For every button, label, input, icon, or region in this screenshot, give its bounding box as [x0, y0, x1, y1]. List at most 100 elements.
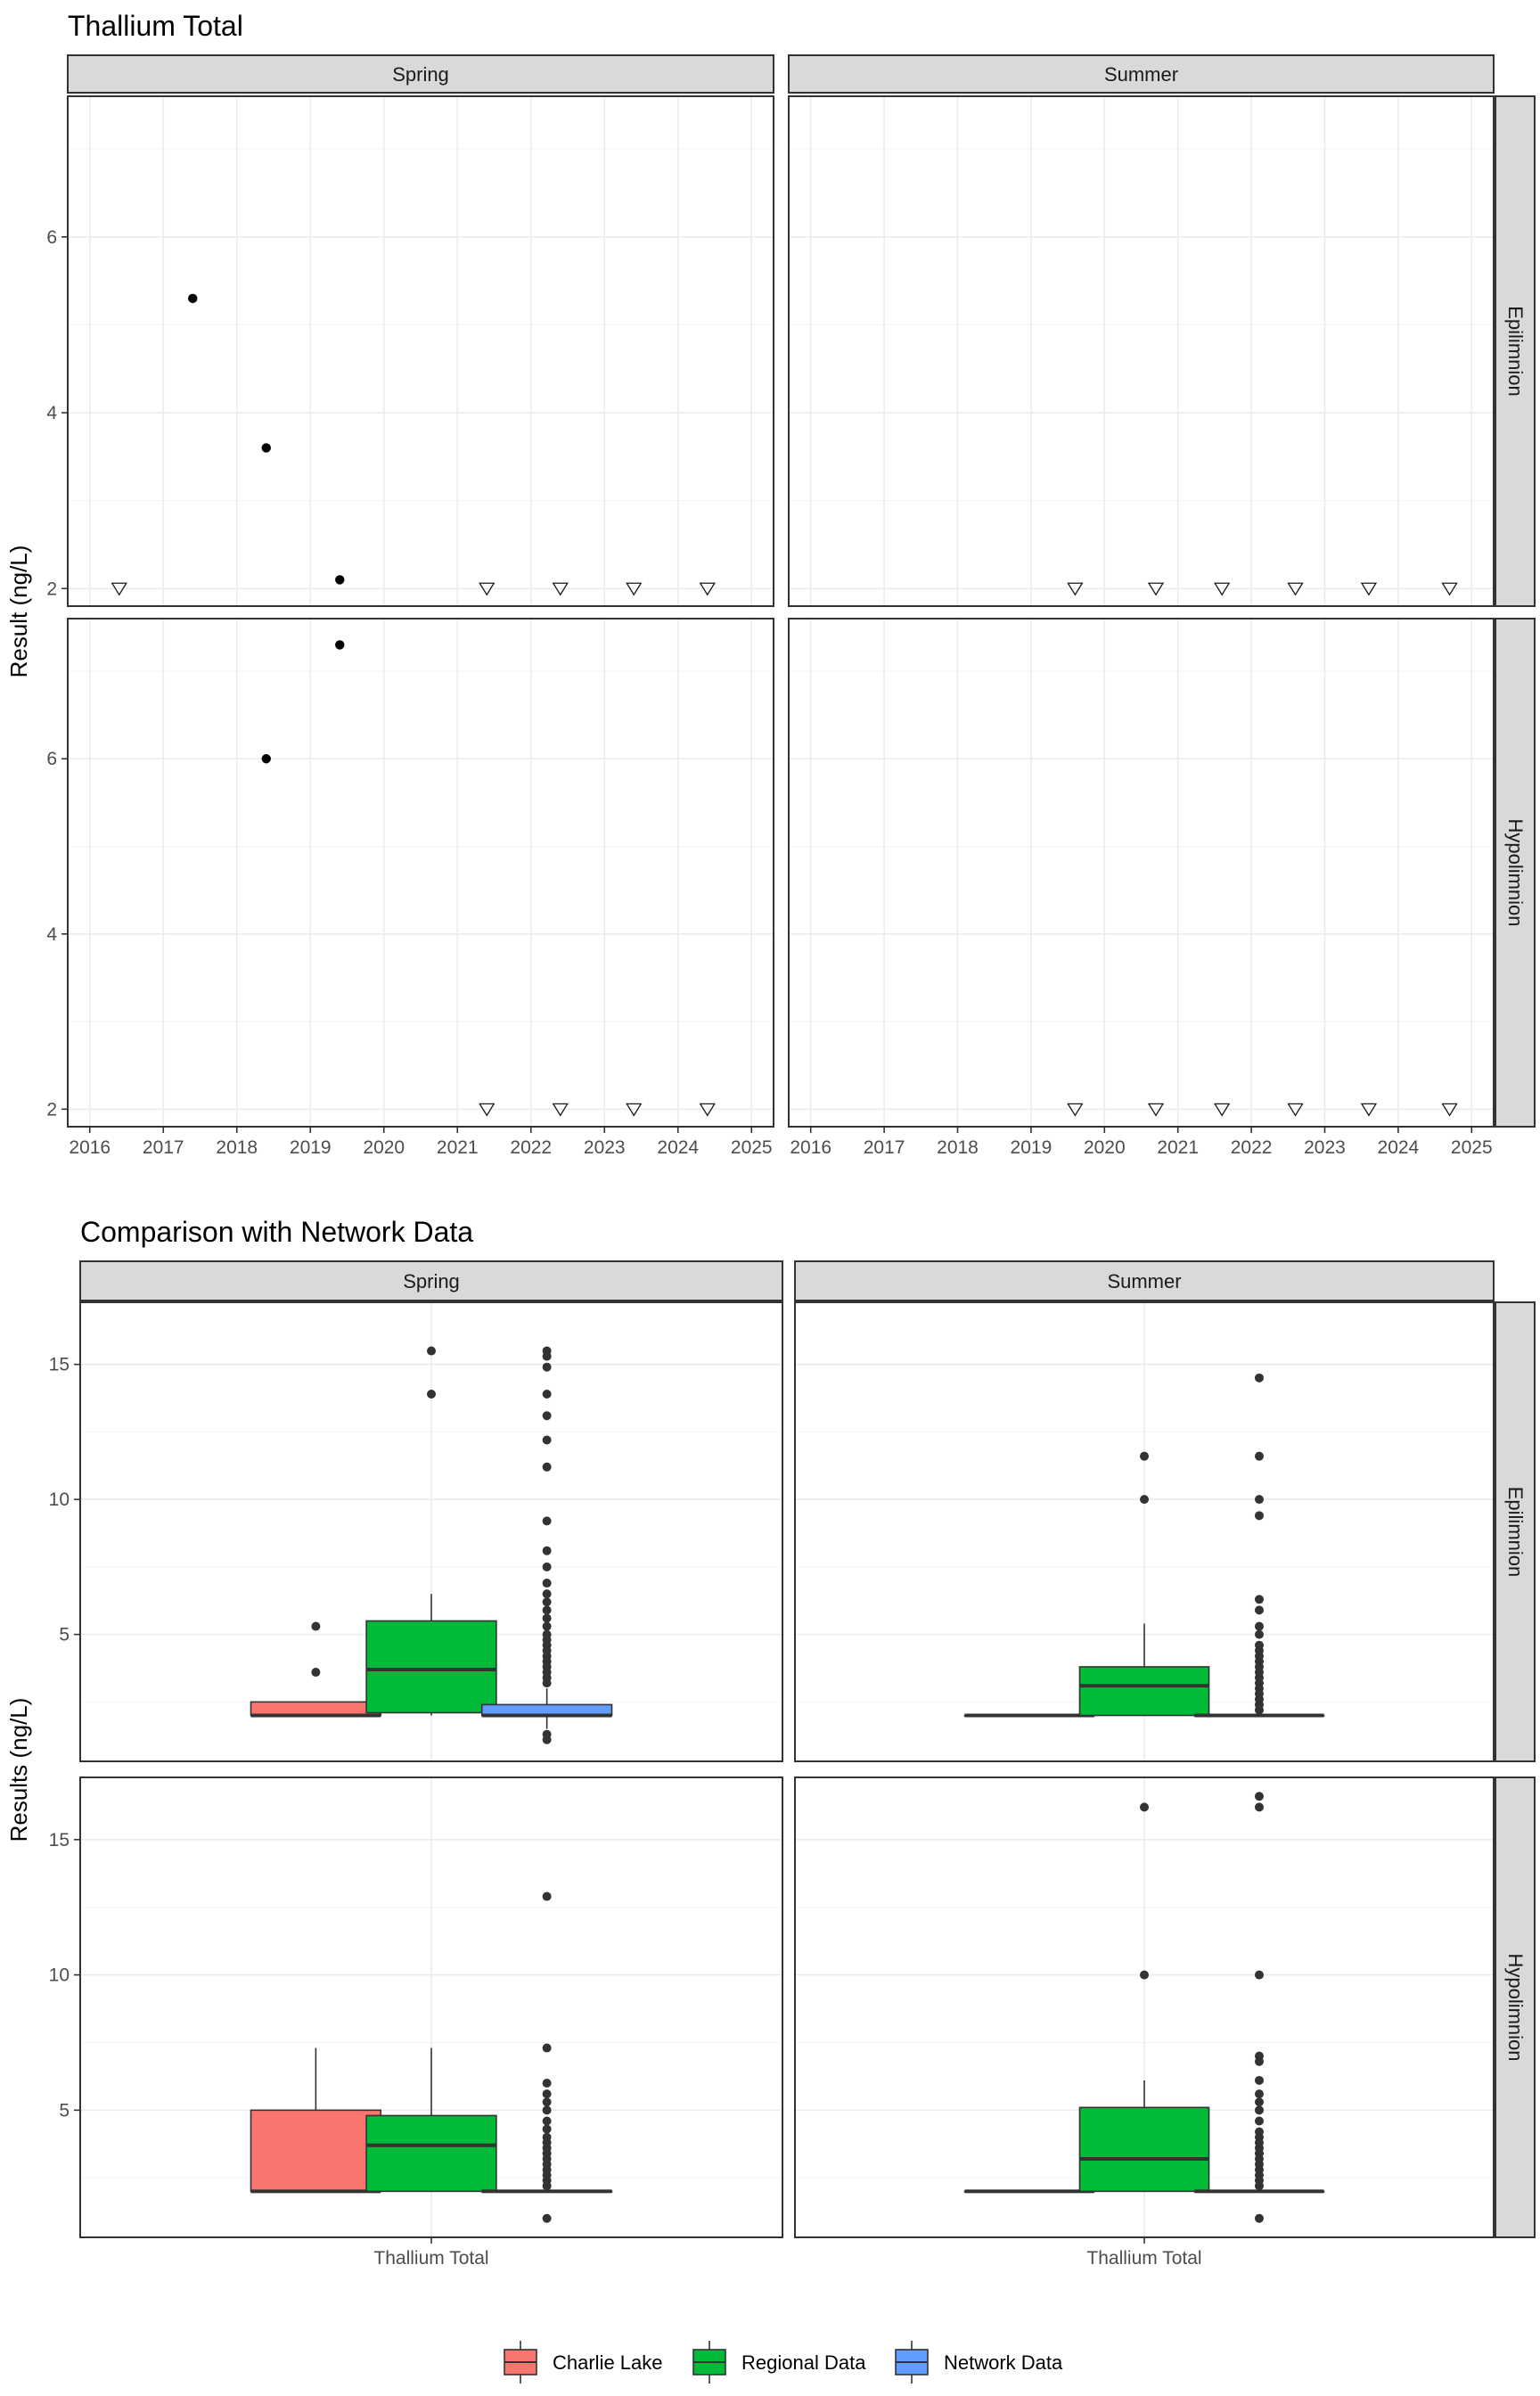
chart2-panel-spring-hypolimnion-box-network-data-outlier	[542, 2124, 552, 2134]
chart2-y-tick-label: 15	[49, 1830, 70, 1850]
chart1-panel-spring-hypolimnion-border	[67, 618, 774, 1128]
chart2-panel-summer-hypolimnion-box-network-data-outlier	[1254, 2127, 1264, 2137]
chart2-y-tick-label: 10	[49, 1489, 70, 1510]
chart1-x-tick-label: 2022	[510, 1137, 552, 1158]
chart2-strip-summer	[794, 1260, 1495, 1301]
chart2-panel-summer-hypolimnion-box-network-data-outlier	[1254, 2051, 1264, 2061]
chart2-panel-summer-hypolimnion-box-regional-data-body	[1078, 2106, 1210, 2193]
chart2-strip-label-spring: Spring	[403, 1270, 460, 1292]
chart1-row-strip-epilimnion	[1495, 95, 1536, 607]
chart1-strip-spring	[67, 54, 774, 94]
chart1-y-tick-label: 2	[46, 1099, 57, 1120]
chart2-panel-summer-epilimnion-box-network-data-outlier	[1254, 1511, 1264, 1521]
chart2-panel-summer-hypolimnion-box-network-data-outlier	[1254, 2213, 1264, 2223]
chart1-panel-spring-epilimnion-below-detection-limit-point	[479, 582, 496, 596]
chart1-panel-summer-hypolimnion-below-detection-limit-point	[1287, 1103, 1304, 1117]
chart2-panel-summer-hypolimnion-box-network-data-outlier	[1254, 1802, 1264, 1812]
chart1-x-tick-label: 2020	[1084, 1137, 1126, 1158]
chart1-panel-summer-epilimnion-border	[788, 95, 1495, 607]
chart2-panel-spring-epilimnion-box-network-data-outlier	[542, 1621, 552, 1631]
chart1-x-tick-label: 2017	[143, 1137, 184, 1158]
chart2-y-axis-title: Results (ng/L)	[5, 1698, 32, 1842]
chart1-strip-label-summer: Summer	[1104, 63, 1178, 86]
chart1-panel-spring-epilimnion-detected-point	[335, 575, 345, 585]
chart2-row-strip-hypolimnion	[1495, 1776, 1536, 2238]
chart1-panel-spring-hypolimnion-detected-point	[335, 640, 345, 650]
chart1-panel-spring-epilimnion-detected-point	[188, 293, 198, 304]
chart1-x-tick-label: 2025	[1451, 1137, 1493, 1158]
chart1-row-strip-hypolimnion	[1495, 618, 1536, 1128]
chart2-panel-spring-epilimnion-box-charlie-lake-outlier	[311, 1621, 321, 1631]
chart2-panel-summer-hypolimnion-box-regional-data-outlier	[1140, 1802, 1149, 1812]
chart1-panel-summer-hypolimnion-below-detection-limit-point	[1067, 1103, 1084, 1117]
chart2-panel-spring-epilimnion-box-network-data-outlier	[542, 1579, 552, 1588]
chart2-panel-summer-hypolimnion-box-network-data-outlier	[1254, 1792, 1264, 1801]
chart1-panel-spring-hypolimnion-below-detection-limit-point	[699, 1103, 716, 1117]
chart2-panel-spring-hypolimnion-box-network-data-outlier	[542, 2116, 552, 2126]
chart1-panel-summer-hypolimnion-background	[789, 619, 1494, 1127]
chart2-strip-label-summer: Summer	[1107, 1270, 1181, 1292]
chart2-panel-summer-epilimnion-box-network-data-outlier	[1254, 1495, 1264, 1505]
chart2-panel-summer-hypolimnion-box-network-data-outlier	[1254, 2116, 1264, 2126]
chart1-panel-summer-hypolimnion-below-detection-limit-point	[1360, 1103, 1378, 1117]
chart1-panel-summer-hypolimnion-below-detection-limit-point	[1213, 1103, 1231, 1117]
chart2-panel-summer-hypolimnion-box-network-data-outlier	[1254, 2105, 1264, 2115]
chart2-row-strip-label-epilimnion: Epilimnion	[1504, 1487, 1527, 1578]
chart2-panel-summer-epilimnion-box-network-data-outlier	[1254, 1629, 1264, 1639]
chart2-panel-spring-hypolimnion-box-network-data-outlier	[542, 2132, 552, 2142]
chart1-x-tick-label: 2024	[1378, 1137, 1420, 1158]
chart1-x-tick-label: 2016	[69, 1137, 111, 1158]
chart2-panel-spring-epilimnion-box-charlie-lake-outlier	[311, 1668, 321, 1678]
chart1-x-tick-label: 2023	[584, 1137, 626, 1158]
chart1-panel-spring-hypolimnion-background	[68, 619, 774, 1127]
chart1-panel-spring-epilimnion-below-detection-limit-point	[626, 582, 643, 596]
chart2-y-tick-label: 15	[49, 1355, 70, 1375]
chart2-panel-spring-epilimnion-box-network-data-outlier	[542, 1605, 552, 1615]
chart2-panel-spring-epilimnion-box-network-data-outlier	[542, 1546, 552, 1555]
chart1-row-strip-label-hypolimnion: Hypolimnion	[1504, 818, 1527, 926]
chart1-panel-spring-epilimnion-below-detection-limit-point	[111, 582, 127, 596]
chart1-y-tick-label: 2	[46, 578, 57, 599]
chart1-x-tick-label: 2021	[437, 1137, 479, 1158]
chart2-panel-spring-epilimnion-border	[79, 1301, 783, 1762]
chart2-y-tick-label: 5	[59, 1625, 70, 1645]
chart2-panel-spring-hypolimnion-box-network-data-outlier	[542, 2213, 552, 2223]
chart2-panel-summer-epilimnion-border	[794, 1301, 1495, 1762]
chart1-panel-spring-hypolimnion-detected-point	[261, 754, 271, 764]
chart1-panel-summer-epilimnion-below-detection-limit-point	[1287, 582, 1304, 596]
chart2-panel-spring-hypolimnion-box-network-data-outlier	[542, 2089, 552, 2099]
chart1-x-tick-label: 2025	[731, 1137, 773, 1158]
chart2-row-strip-label-hypolimnion: Hypolimnion	[1504, 1953, 1527, 2061]
chart2-panel-spring-hypolimnion-box-network-data-outlier	[542, 2105, 552, 2115]
chart1-x-tick-label: 2021	[1157, 1137, 1199, 1158]
chart2-panel-spring-hypolimnion-box-network-data-outlier	[542, 1891, 552, 1901]
chart1-panel-summer-epilimnion-below-detection-limit-point	[1360, 582, 1378, 596]
chart1-panel-summer-epilimnion-below-detection-limit-point	[1213, 582, 1231, 596]
chart2-panel-spring-epilimnion-box-network-data-outlier	[542, 1362, 552, 1372]
chart1-panel-spring-epilimnion-below-detection-limit-point	[699, 582, 716, 596]
chart2-panel-summer-hypolimnion-box-regional-data-outlier	[1140, 1970, 1149, 1980]
chart2-y-tick-label: 5	[59, 2100, 70, 2121]
chart1-panel-summer-hypolimnion-below-detection-limit-point	[1147, 1103, 1165, 1117]
chart1-strip-label-spring: Spring	[392, 63, 449, 86]
chart2-panel-spring-epilimnion-box-network-data-outlier	[542, 1729, 552, 1739]
chart1-y-axis-title: Result (ng/L)	[5, 546, 32, 678]
chart2-panel-spring-epilimnion-box-regional-data-body	[365, 1620, 497, 1714]
chart1-strip-summer	[788, 54, 1495, 94]
chart1-panel-spring-epilimnion-border	[67, 95, 774, 607]
chart1-y-tick-label: 4	[46, 403, 57, 423]
chart1-title: Thallium Total	[68, 10, 243, 42]
chart1-panel-summer-epilimnion-below-detection-limit-point	[1067, 582, 1084, 596]
chart2-panel-summer-epilimnion-box-regional-data-body	[1078, 1666, 1210, 1717]
legend-network-data-label: Network Data	[944, 2351, 1063, 2374]
chart2-panel-spring-epilimnion-box-network-data-outlier	[542, 1562, 552, 1571]
chart1-panel-summer-epilimnion-below-detection-limit-point	[1441, 582, 1458, 596]
chart1-x-tick-label: 2018	[937, 1137, 979, 1158]
chart2-panel-spring-epilimnion-box-network-data-outlier	[542, 1346, 552, 1356]
chart2-panel-summer-hypolimnion-box-network-data-outlier	[1254, 2075, 1264, 2085]
chart1-x-tick-label: 2022	[1231, 1137, 1273, 1158]
chart2-x-tick-label: Thallium Total	[1086, 2248, 1201, 2269]
chart1-panel-spring-hypolimnion-below-detection-limit-point	[479, 1103, 496, 1117]
chart2-panel-summer-epilimnion-box-regional-data-outlier	[1140, 1451, 1149, 1461]
